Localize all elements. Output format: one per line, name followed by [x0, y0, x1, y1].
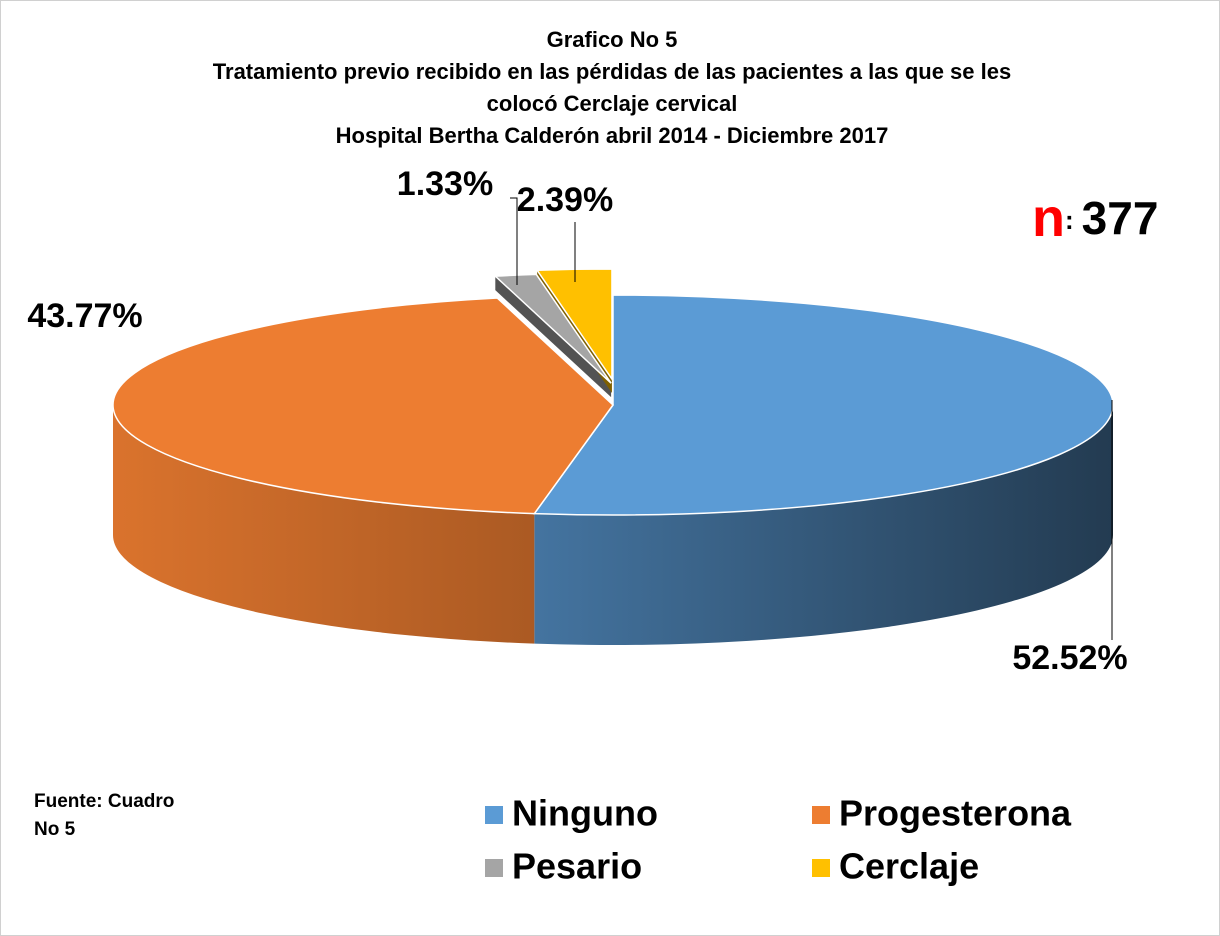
pie-slice-edge [495, 276, 612, 398]
legend-swatch [485, 806, 503, 824]
chart-title: Tratamiento previo recibido en las pérdi… [213, 59, 1011, 84]
legend-swatch [485, 859, 503, 877]
annotation-separator: : [1065, 205, 1074, 235]
pie-slice [532, 294, 1114, 516]
data-label: 52.52% [1012, 639, 1127, 677]
pie-slice [112, 297, 614, 515]
pie-slice-side [113, 405, 535, 644]
source-note: Fuente: Cuadro [34, 791, 174, 812]
pie-slice-side [534, 405, 1113, 645]
chart-title: colocó Cerclaje cervical [487, 91, 738, 116]
annotation: n: 377 [1032, 188, 1158, 248]
annotation-value: 377 [1082, 192, 1159, 244]
legend-label: Ninguno [512, 793, 658, 834]
chart-title: Grafico No 5 [547, 27, 678, 52]
data-label: 2.39% [517, 181, 613, 219]
pie-slice [535, 268, 613, 382]
legend-label: Pesario [512, 846, 642, 887]
legend-label: Progesterona [839, 793, 1072, 834]
data-label: 1.33% [397, 165, 493, 203]
source-note: No 5 [34, 819, 76, 840]
legend-swatch [812, 859, 830, 877]
annotation-symbol: n [1032, 188, 1065, 248]
legend-label: Cerclaje [839, 846, 979, 887]
data-label: 43.77% [27, 297, 142, 335]
chart-title: Hospital Bertha Calderón abril 2014 - Di… [336, 123, 889, 148]
legend-swatch [812, 806, 830, 824]
pie-slice [493, 273, 612, 384]
leader-line [510, 197, 518, 285]
